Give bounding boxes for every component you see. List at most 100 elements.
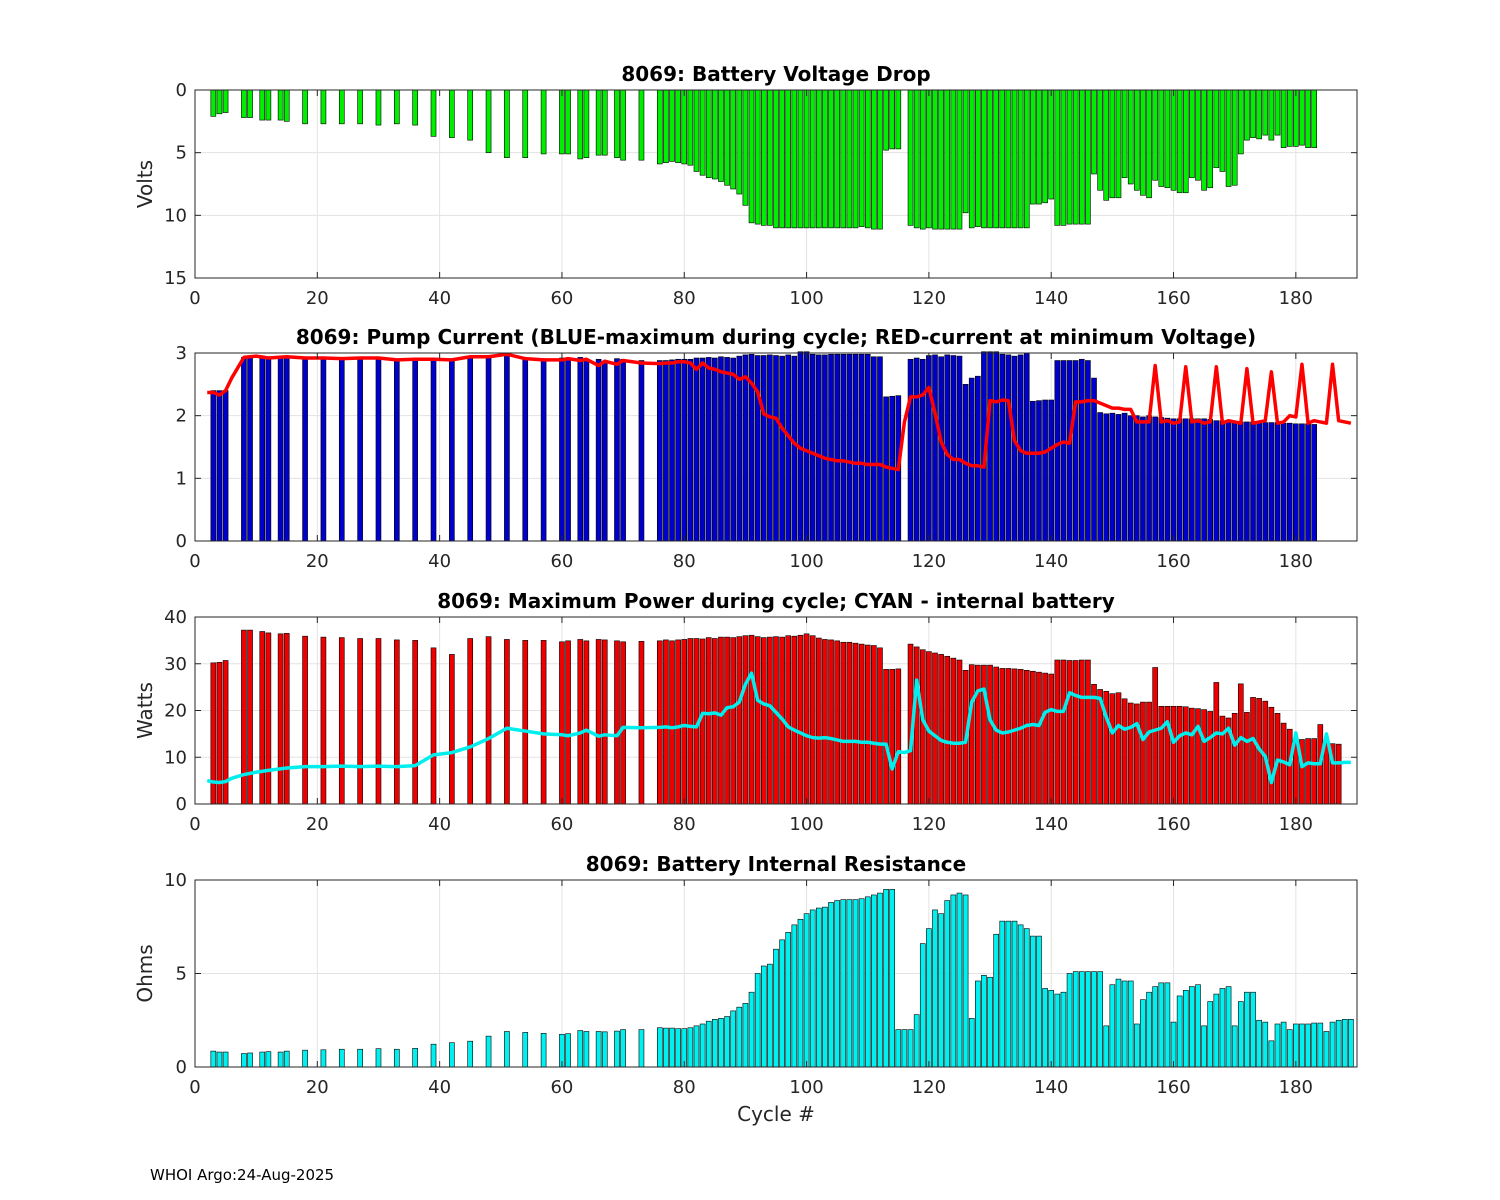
bar-cycle-134 bbox=[1011, 920, 1018, 1068]
bar-cycle-131 bbox=[993, 351, 999, 542]
bar-cycle-54 bbox=[522, 640, 529, 805]
y-tick-label: 30 bbox=[164, 654, 187, 675]
bar-cycle-123 bbox=[944, 655, 951, 805]
bar-cycle-165 bbox=[1201, 89, 1207, 191]
x-tick-label: 160 bbox=[1156, 1077, 1190, 1098]
x-tick-label: 100 bbox=[789, 1077, 823, 1098]
bar-cycle-136 bbox=[1023, 669, 1030, 805]
bar-cycle-103 bbox=[822, 89, 828, 229]
bar-cycle-188 bbox=[1341, 1019, 1348, 1068]
bar-cycle-122 bbox=[938, 913, 944, 1068]
bar-cycle-11 bbox=[259, 89, 266, 121]
bar-cycle-172 bbox=[1244, 991, 1250, 1068]
bar-cycle-112 bbox=[877, 89, 883, 230]
bar-cycle-30 bbox=[375, 357, 382, 542]
bar-cycle-98 bbox=[791, 355, 798, 542]
bar-cycle-158 bbox=[1158, 417, 1165, 542]
bar-cycle-146 bbox=[1085, 971, 1091, 1068]
bar-cycle-27 bbox=[357, 89, 363, 125]
x-tick-label: 100 bbox=[789, 288, 823, 309]
bar-cycle-117 bbox=[907, 89, 914, 226]
bar-cycle-48 bbox=[485, 89, 492, 153]
bar-cycle-12 bbox=[265, 357, 272, 542]
bar-cycle-83 bbox=[699, 357, 706, 542]
bar-cycle-103 bbox=[822, 354, 828, 542]
bar-cycle-134 bbox=[1011, 89, 1018, 229]
bar-cycle-143 bbox=[1066, 360, 1073, 542]
bar-cycle-83 bbox=[699, 1023, 706, 1068]
bar-cycle-167 bbox=[1213, 89, 1220, 169]
bar-cycle-138 bbox=[1036, 89, 1042, 205]
bar-cycle-70 bbox=[620, 1029, 626, 1068]
x-tick-label: 20 bbox=[306, 814, 329, 835]
bar-cycle-136 bbox=[1023, 352, 1030, 542]
bar-cycle-167 bbox=[1213, 420, 1220, 542]
bar-cycle-88 bbox=[730, 357, 736, 542]
bar-cycle-85 bbox=[712, 1019, 718, 1068]
bar-cycle-118 bbox=[913, 1014, 920, 1068]
bar-cycle-154 bbox=[1134, 415, 1140, 542]
bar-cycle-106 bbox=[840, 353, 847, 542]
bar-cycle-77 bbox=[663, 89, 669, 163]
bar-cycle-89 bbox=[736, 355, 743, 542]
bar-cycle-113 bbox=[883, 669, 889, 805]
bar-cycle-136 bbox=[1023, 928, 1030, 1068]
bar-cycle-161 bbox=[1176, 89, 1183, 194]
bar-cycle-154 bbox=[1134, 703, 1140, 805]
bar-cycle-142 bbox=[1060, 89, 1067, 226]
bar-cycle-73 bbox=[638, 641, 645, 805]
bar-cycle-121 bbox=[932, 909, 938, 1068]
panel-maximum-power: 0 20 40 60 80 100 120 140 160 180 0 10 20 30 40 8069: M… bbox=[133, 589, 1358, 835]
bar-cycle-64 bbox=[583, 640, 590, 805]
bar-cycle-84 bbox=[705, 637, 712, 805]
y-tick-label: 0 bbox=[176, 80, 187, 101]
bar-cycle-57 bbox=[540, 640, 547, 805]
bar-cycle-171 bbox=[1237, 1001, 1244, 1068]
bar-cycle-76 bbox=[656, 1027, 663, 1068]
bar-cycle-127 bbox=[968, 1018, 975, 1068]
bar-cycle-86 bbox=[718, 89, 724, 182]
bar-cycle-107 bbox=[846, 899, 853, 1068]
bar-cycle-133 bbox=[1005, 354, 1012, 542]
panel-internal-resistance: 0 20 40 60 80 100 120 140 160 180 0 5 10 8069: Batter… bbox=[133, 852, 1358, 1126]
bar-cycle-126 bbox=[962, 894, 969, 1068]
bar-cycle-178 bbox=[1280, 1021, 1287, 1068]
bar-cycle-66 bbox=[595, 89, 602, 156]
bar-cycle-86 bbox=[718, 636, 724, 805]
bar-cycle-177 bbox=[1274, 89, 1281, 136]
bar-cycle-105 bbox=[834, 353, 840, 542]
x-tick-label: 40 bbox=[428, 551, 451, 572]
bar-cycle-132 bbox=[999, 353, 1006, 542]
bar-cycle-119 bbox=[919, 89, 926, 230]
bar-cycle-77 bbox=[663, 360, 669, 542]
bar-cycle-95 bbox=[773, 89, 779, 229]
bar-cycle-153 bbox=[1127, 415, 1134, 542]
bar-cycle-148 bbox=[1097, 89, 1103, 191]
bar-cycle-101 bbox=[809, 353, 816, 542]
bar-cycle-183 bbox=[1311, 738, 1317, 805]
bar-cycle-9 bbox=[247, 629, 253, 805]
bar-cycle-142 bbox=[1060, 360, 1067, 542]
bar-cycle-130 bbox=[987, 976, 993, 1068]
bar-cycle-81 bbox=[687, 358, 694, 542]
bar-cycle-170 bbox=[1231, 713, 1238, 805]
bar-cycle-110 bbox=[864, 89, 871, 229]
bar-cycle-36 bbox=[412, 1048, 418, 1068]
bar-cycle-109 bbox=[858, 89, 865, 227]
x-tick-label: 0 bbox=[189, 1077, 200, 1098]
bar-cycle-9 bbox=[247, 357, 253, 542]
bar-cycle-145 bbox=[1078, 971, 1085, 1068]
x-tick-label: 160 bbox=[1156, 288, 1190, 309]
bar-cycle-3 bbox=[210, 390, 217, 542]
bar-cycle-124 bbox=[950, 894, 957, 1068]
bar-cycle-156 bbox=[1146, 415, 1152, 542]
bar-cycle-15 bbox=[283, 633, 290, 805]
bar-cycle-185 bbox=[1323, 742, 1330, 805]
bar-cycle-127 bbox=[968, 89, 975, 229]
bar-cycle-134 bbox=[1011, 355, 1018, 542]
bar-cycle-18 bbox=[302, 1049, 308, 1068]
bar-cycle-160 bbox=[1170, 705, 1177, 805]
bar-cycle-110 bbox=[864, 353, 871, 542]
bar-cycle-113 bbox=[883, 889, 889, 1068]
bar-cycle-152 bbox=[1121, 698, 1128, 805]
